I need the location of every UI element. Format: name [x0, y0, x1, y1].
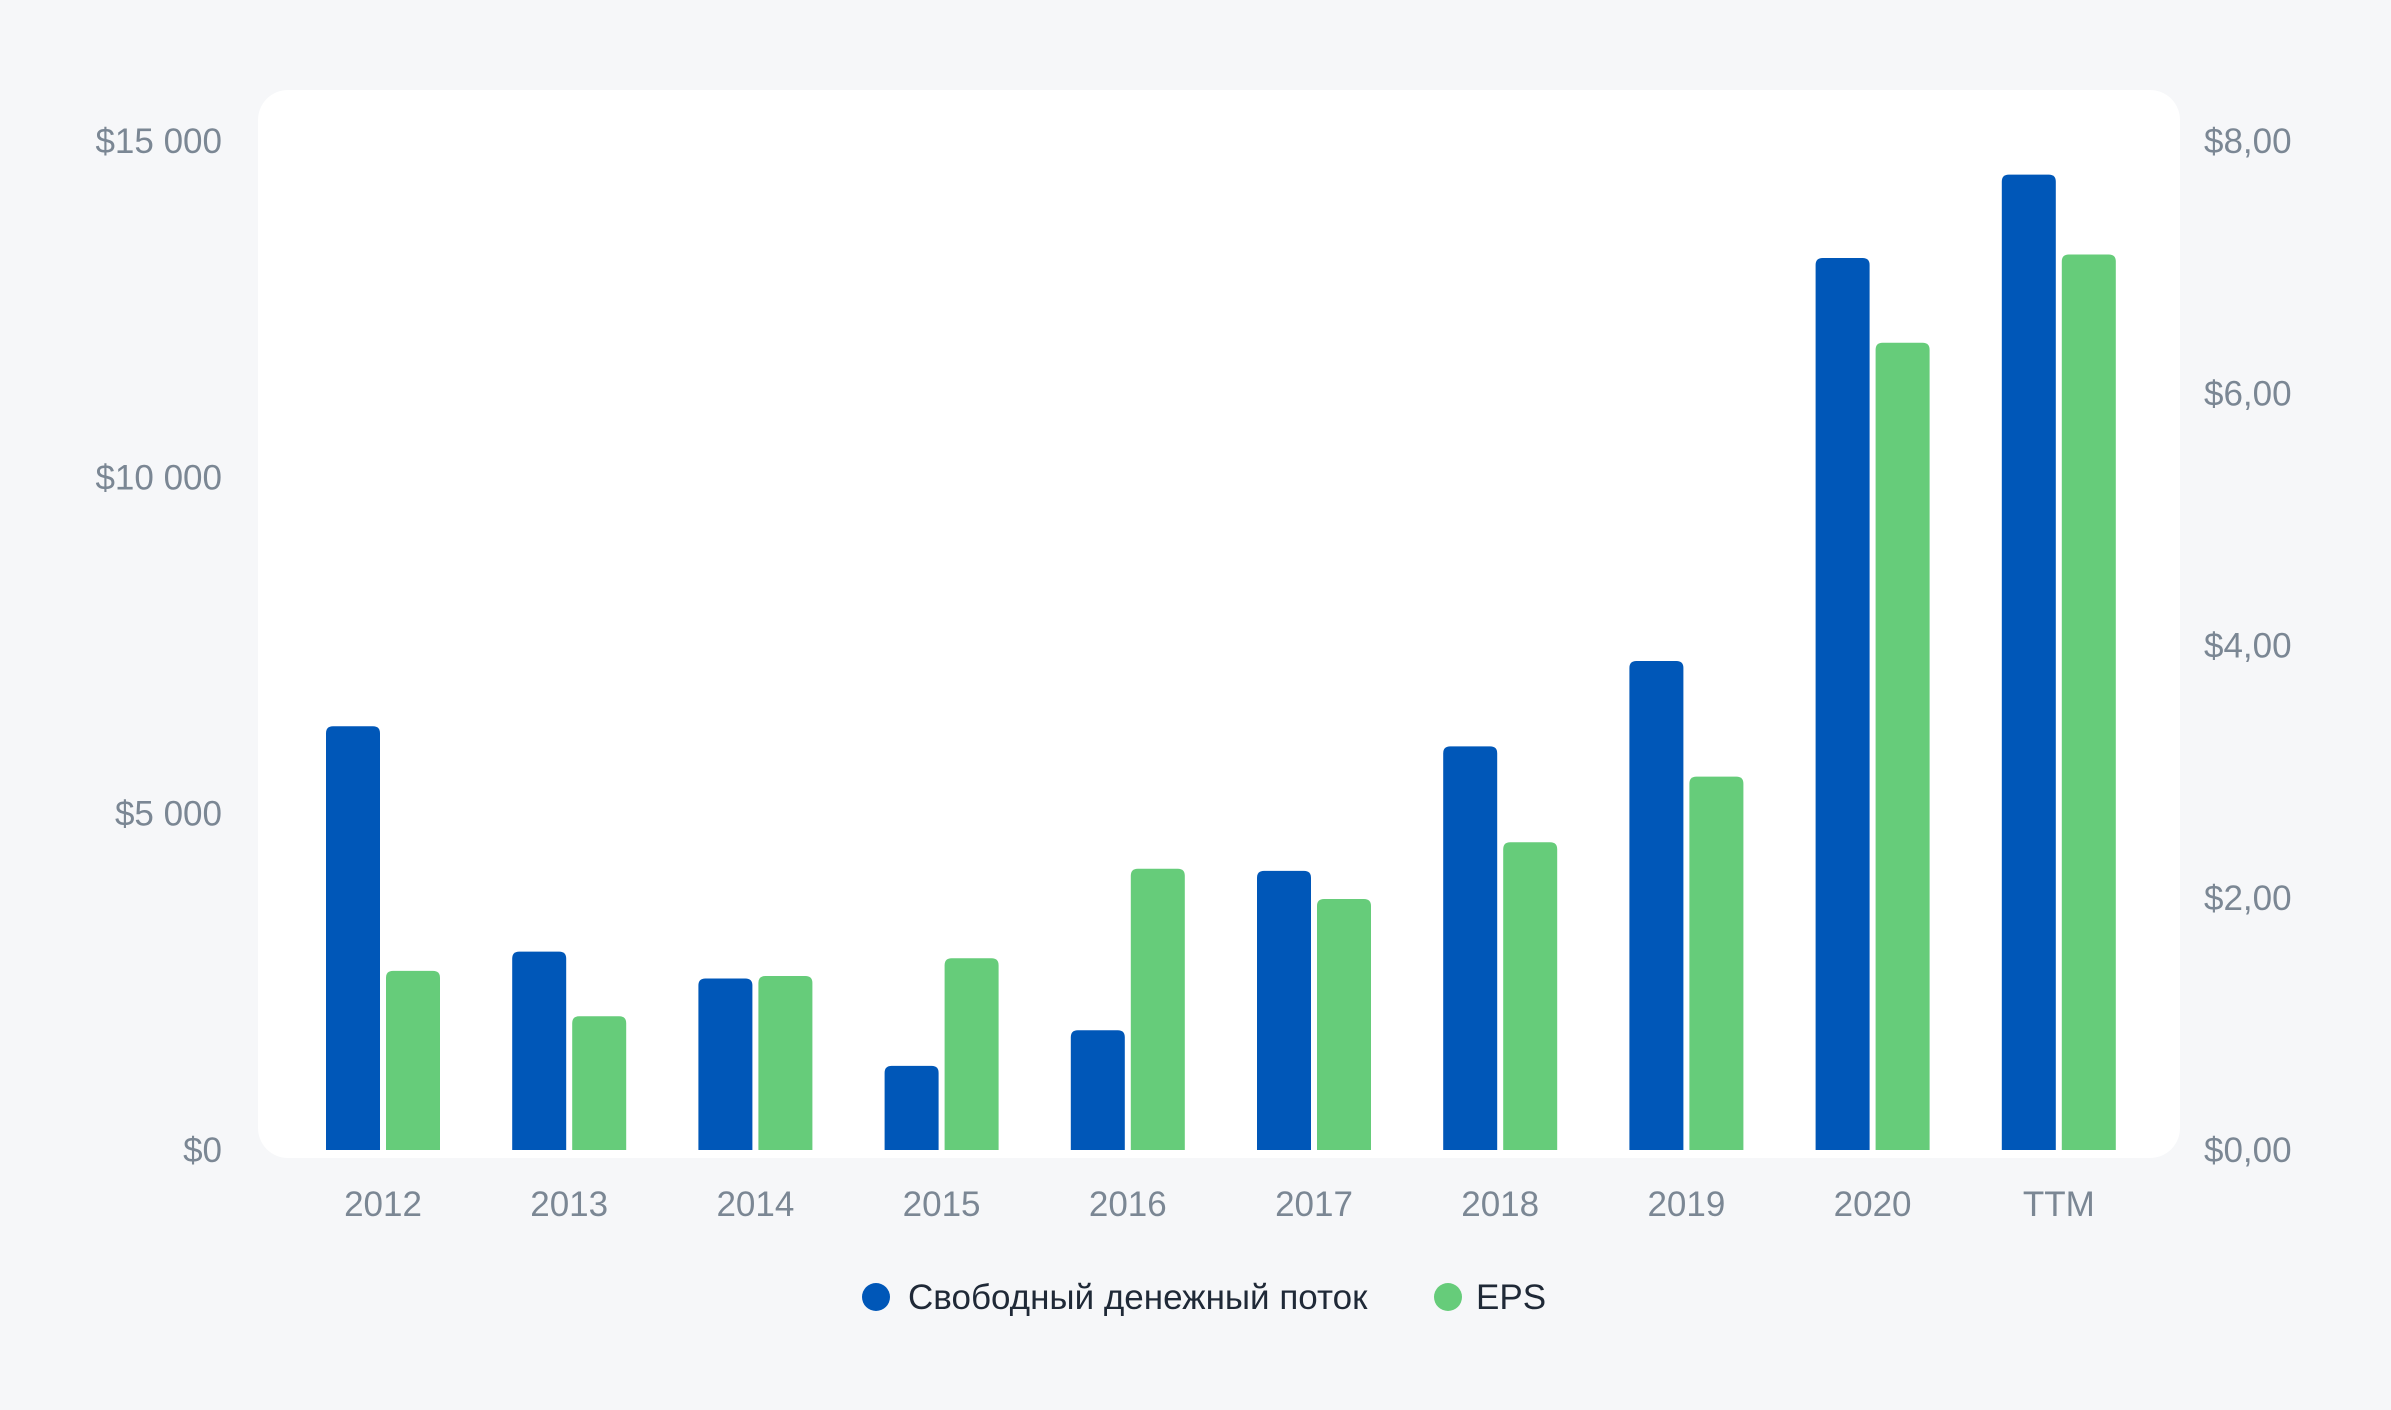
legend-label: Свободный денежный поток: [908, 1278, 1368, 1317]
x-tick-label-2014: 2014: [716, 1185, 794, 1224]
eps-bar-2015: [944, 958, 999, 1150]
fcf-bar-ttm: [2001, 174, 2056, 1151]
eps-bar-ttm: [2061, 254, 2116, 1150]
eps-bar-2020: [1875, 342, 1930, 1150]
x-axis: 2012 2013 2014 2015 2016 2017 2018 2019 2020 TTM: [344, 1185, 2095, 1224]
bars-group: [326, 174, 2116, 1151]
fcf-bar-2018: [1443, 746, 1498, 1150]
right-tick-label: $0,00: [2204, 1131, 2292, 1170]
legend-swatch: [1434, 1283, 1462, 1311]
left-axis: $0 $5 000 $10 000 $15 000: [95, 122, 222, 1170]
eps-bar-2014: [758, 975, 813, 1150]
left-tick-label: $10 000: [95, 458, 222, 497]
legend: Свободный денежный поток EPS: [862, 1278, 1546, 1317]
fcf-bar-2016: [1070, 1030, 1125, 1150]
x-tick-label-ttm: TTM: [2023, 1185, 2095, 1224]
x-tick-label-2018: 2018: [1461, 1185, 1539, 1224]
fcf-bar-2013: [512, 951, 567, 1150]
x-tick-label-2020: 2020: [1834, 1185, 1912, 1224]
eps-bar-2019: [1689, 776, 1744, 1150]
legend-label: EPS: [1476, 1278, 1546, 1317]
left-tick-label: $0: [183, 1131, 222, 1170]
legend-swatch: [862, 1283, 890, 1311]
eps-bar-2017: [1317, 899, 1371, 1150]
x-tick-label-2012: 2012: [344, 1185, 422, 1224]
fcf-bar-2014: [698, 978, 753, 1150]
legend-item-eps[interactable]: EPS: [1434, 1278, 1546, 1317]
fcf-bar-2017: [1257, 870, 1311, 1150]
right-tick-label: $6,00: [2204, 374, 2292, 413]
x-tick-label-2013: 2013: [530, 1185, 608, 1224]
fcf-bar-2019: [1629, 660, 1684, 1150]
eps-bar-2012: [386, 970, 440, 1150]
x-tick-label-2015: 2015: [903, 1185, 981, 1224]
left-tick-label: $15 000: [95, 122, 222, 161]
right-tick-label: $4,00: [2204, 627, 2292, 666]
eps-bar-2016: [1130, 868, 1185, 1150]
fcf-bar-2012: [326, 726, 380, 1150]
x-tick-label-2016: 2016: [1089, 1185, 1167, 1224]
left-tick-label: $5 000: [115, 795, 222, 834]
right-tick-label: $8,00: [2204, 122, 2292, 161]
right-axis: $0,00 $2,00 $4,00 $6,00 $8,00: [2204, 122, 2292, 1170]
eps-bar-2018: [1503, 842, 1558, 1150]
right-tick-label: $2,00: [2204, 879, 2292, 918]
x-tick-label-2017: 2017: [1275, 1185, 1353, 1224]
eps-bar-2013: [572, 1016, 627, 1150]
legend-item-fcf[interactable]: Свободный денежный поток: [862, 1278, 1368, 1317]
x-tick-label-2019: 2019: [1647, 1185, 1725, 1224]
fcf-bar-2020: [1815, 258, 1870, 1150]
fcf-bar-2015: [884, 1065, 939, 1150]
